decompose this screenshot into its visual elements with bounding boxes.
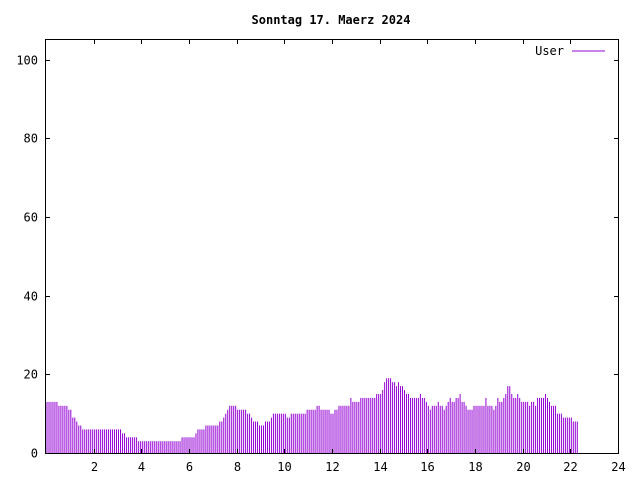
legend-label-user: User <box>535 44 564 58</box>
x-tick-label: 22 <box>563 460 577 474</box>
x-tick-label: 24 <box>611 460 625 474</box>
x-tick-label: 4 <box>138 460 145 474</box>
chart-title: Sonntag 17. Maerz 2024 <box>252 13 411 27</box>
x-tick-label: 2 <box>91 460 98 474</box>
x-tick-label: 8 <box>234 460 241 474</box>
x-tick-label: 12 <box>325 460 339 474</box>
x-tick-label: 20 <box>516 460 530 474</box>
x-tick-label: 10 <box>277 460 291 474</box>
x-tick-label: 18 <box>468 460 482 474</box>
y-axis: 0 20 40 60 80 100 <box>16 54 618 461</box>
y-tick-label: 80 <box>24 132 38 146</box>
x-axis: 2 4 6 8 10 12 14 16 18 20 22 24 <box>91 40 626 474</box>
y-tick-label: 20 <box>24 368 38 382</box>
y-tick-label: 60 <box>24 211 38 225</box>
x-tick-label: 14 <box>373 460 387 474</box>
plot-frame <box>45 39 619 454</box>
x-tick-label: 16 <box>420 460 434 474</box>
legend: User <box>535 44 605 58</box>
bar-series-user <box>46 378 578 453</box>
y-tick-label: 0 <box>31 447 38 461</box>
y-tick-label: 40 <box>24 290 38 304</box>
y-tick-label: 100 <box>16 54 38 68</box>
x-tick-label: 6 <box>186 460 193 474</box>
